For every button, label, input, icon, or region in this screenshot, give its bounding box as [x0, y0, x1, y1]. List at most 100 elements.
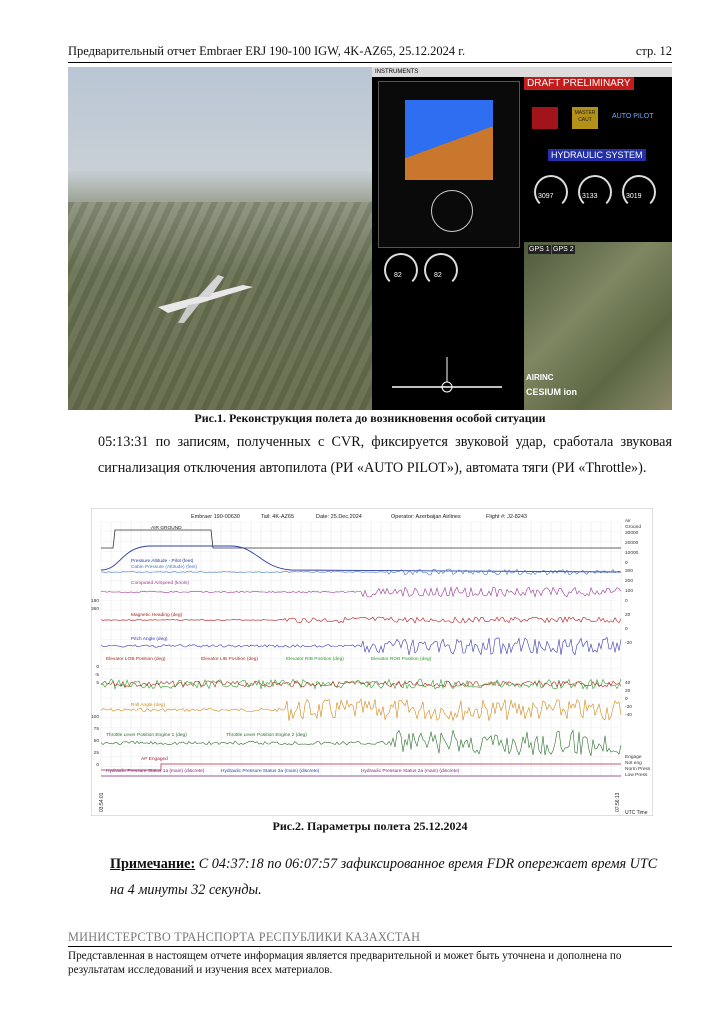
right-axis-label: 100 [625, 588, 633, 594]
left-axis-label: 100 [91, 714, 99, 720]
left-axis-label: 0 [96, 664, 99, 670]
cesium-logo: CESIUM ion [526, 387, 577, 397]
n1-value-2: 82 [434, 272, 442, 279]
elevator-trace [100, 678, 622, 690]
series-label: Elevator LOB Position (deg) [106, 656, 166, 662]
series-label: Pressure Altitude - Pilot (feet) [131, 558, 194, 564]
right-axis-label: Low Press [625, 772, 648, 778]
aircraft-image [158, 275, 253, 323]
n1-gauge-2 [424, 253, 458, 287]
left-axis-label: 75 [94, 726, 100, 732]
note-label: Примечание: [110, 856, 196, 872]
series-label: Hydraulic Pressure Status 3a (main) (dis… [221, 768, 320, 774]
series-label: Pitch Angle (deg) [131, 636, 168, 642]
series-label: Throttle Lever Position Engine 2 (deg) [226, 732, 307, 738]
left-axis-label: 25 [94, 750, 100, 756]
chart-header-field: Embraer 190-00630 [191, 514, 240, 520]
attitude-indicator [405, 100, 493, 180]
series-label: Computed Airspeed (knots) [131, 580, 190, 586]
heading-indicator [431, 190, 473, 232]
right-axis-label: Air [625, 518, 631, 524]
left-axis-label: 180 [91, 598, 99, 604]
right-axis-label: 0 [625, 626, 628, 632]
altitude-trace [100, 545, 622, 573]
right-axis-label: 300 [625, 568, 633, 574]
page-number: стр. 12 [635, 44, 672, 58]
gps-1-label: GPS 1 [528, 245, 551, 254]
hyd-value-3: 3019 [626, 193, 642, 200]
series-label: Throttle Lever Position Engine 1 (deg) [106, 732, 187, 738]
x-axis-label: UTC Time [625, 810, 648, 816]
pitch-trace [100, 636, 622, 656]
flight-parameters-chart: Embraer 190-00630 Tail: 4K-AZ65 Date: 25.D… [91, 508, 653, 816]
hyd-gauge-2 [578, 175, 612, 209]
series-label: Cabin Pressure (Altitude) (feet) [131, 564, 198, 570]
n1-value-1: 82 [394, 272, 402, 279]
n1-gauge-1 [384, 253, 418, 287]
right-axis-label: 20000 [625, 540, 639, 546]
chart-svg: Embraer 190-00630 Tail: 4K-AZ65 Date: 25.D… [91, 508, 653, 816]
right-axis-label: 10000 [625, 550, 639, 556]
right-axis-label: -20 [625, 704, 632, 710]
chart-header-field: Tail: 4K-AZ65 [261, 514, 294, 520]
right-axis-label: 0 [625, 598, 628, 604]
figure-1-reconstruction: INSTRUMENTS DRAFT PRELIMINARY MASTER CAU… [68, 67, 672, 410]
chart-text: Embraer 190-00630 Tail: 4K-AZ65 Date: 25.D… [91, 514, 651, 816]
air-ground-trace [101, 529, 621, 549]
header-divider [68, 62, 672, 63]
right-axis-label: 30000 [625, 530, 639, 536]
left-axis-label: 0 [96, 762, 99, 768]
right-axis-label: 20 [625, 612, 631, 618]
note-block: Примечание: С 04:37:18 по 06:07:57 зафик… [68, 851, 672, 903]
figure-2-caption: Рис.2. Параметры полета 25.12.2024 [272, 819, 468, 833]
instruments-panel: INSTRUMENTS DRAFT PRELIMINARY MASTER CAU… [372, 67, 672, 410]
airspeed-trace [100, 586, 622, 598]
left-axis-label: 50 [94, 738, 100, 744]
airinc-logo: AIRINC [526, 373, 554, 382]
left-axis-label: -5 [95, 672, 100, 678]
paragraph-1-text: 05:13:31 по записям, полученных с CVR, ф… [98, 434, 672, 476]
series-label: Magnetic Heading (deg) [131, 612, 183, 618]
hyd-value-1: 3097 [538, 193, 554, 200]
right-axis-label: Engage [625, 754, 642, 760]
hydraulic-title: HYDRAULIC SYSTEM [548, 149, 646, 161]
page-header: Предварительный отчет Embraer ERJ 190-10… [68, 44, 672, 62]
footer-divider [68, 946, 672, 947]
right-axis-label: Norm Press [625, 766, 651, 772]
right-axis-label: 0 [625, 560, 628, 566]
autopilot-status: AUTO PILOT [612, 113, 654, 120]
master-caution-light: MASTER CAUT [572, 107, 598, 129]
series-label: Hydraulic Pressure Status 1a (main) (dis… [106, 768, 205, 774]
throttle-trace [100, 729, 622, 756]
right-axis-label: 40 [625, 680, 631, 686]
gps-2-label: GPS 2 [552, 245, 575, 254]
chart-lines [100, 529, 622, 777]
right-axis-label: 20 [625, 688, 631, 694]
aircraft-attitude-schematic [392, 357, 502, 393]
terrain-texture [68, 202, 372, 410]
series-label: AP Engaged [141, 756, 168, 762]
header-title: Предварительный отчет Embraer ERJ 190-10… [68, 44, 466, 58]
elevator-trace-2 [100, 680, 622, 688]
roll-trace [100, 698, 622, 721]
series-label: AIR GROUND [151, 525, 182, 531]
chart-header-field: Operator: Azerbaijan Airlines [391, 514, 461, 520]
right-axis-label: 0 [625, 696, 628, 702]
right-axis-label: Not eng [625, 760, 642, 766]
left-axis-label: 5 [96, 680, 99, 686]
primary-flight-display [378, 81, 520, 248]
warning-light [532, 107, 558, 129]
hyd-gauge-1 [534, 175, 568, 209]
note-text: С 04:37:18 по 06:07:57 зафиксированное в… [110, 856, 658, 898]
time-start-label: 03:54:01 [99, 792, 105, 812]
draft-label: DRAFT PRELIMINARY [524, 77, 634, 90]
heading-trace [100, 616, 622, 624]
series-label: Elevator LIB Position (deg) [201, 656, 258, 662]
simulation-view [68, 67, 372, 410]
series-label: Elevator ROB Position (deg) [371, 656, 432, 662]
ap-engaged-trace [101, 763, 621, 771]
chart-grid [100, 521, 622, 777]
series-label: Hydraulic Pressure Status 2a (main) (dis… [361, 768, 460, 774]
instruments-window-title: INSTRUMENTS [372, 67, 672, 77]
chart-header-field: Flight #: J2-8243 [486, 514, 527, 520]
